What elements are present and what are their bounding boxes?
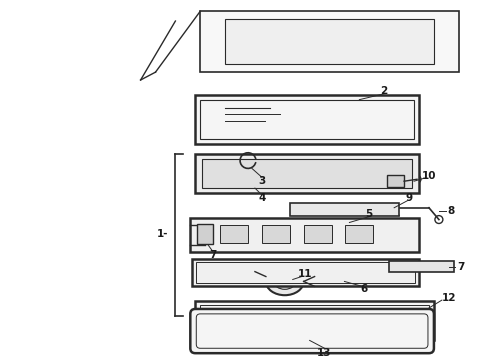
Polygon shape [202, 159, 412, 188]
Polygon shape [304, 225, 332, 243]
Polygon shape [220, 225, 248, 243]
Text: 2: 2 [381, 86, 388, 96]
Text: 7: 7 [210, 250, 217, 260]
FancyBboxPatch shape [190, 309, 434, 353]
Text: 4: 4 [258, 193, 266, 203]
Polygon shape [290, 203, 399, 216]
Polygon shape [262, 225, 290, 243]
Text: 7: 7 [457, 262, 465, 272]
Text: 13: 13 [318, 348, 332, 358]
Text: 10: 10 [422, 171, 436, 181]
Text: 12: 12 [441, 293, 456, 303]
Polygon shape [200, 11, 459, 72]
Ellipse shape [266, 268, 304, 295]
Text: 8: 8 [447, 206, 454, 216]
Polygon shape [387, 175, 404, 187]
Text: 1-: 1- [157, 229, 168, 239]
Text: 11: 11 [297, 269, 312, 279]
Polygon shape [196, 95, 419, 144]
Text: 9: 9 [406, 193, 413, 203]
Polygon shape [345, 225, 373, 243]
Polygon shape [389, 261, 454, 272]
Text: 5: 5 [366, 209, 373, 219]
Polygon shape [196, 301, 434, 341]
Polygon shape [225, 19, 434, 64]
Polygon shape [192, 259, 419, 286]
Polygon shape [197, 224, 213, 244]
Polygon shape [196, 154, 419, 193]
Text: 6: 6 [361, 284, 368, 294]
Polygon shape [190, 217, 419, 252]
Text: 3: 3 [258, 176, 266, 186]
